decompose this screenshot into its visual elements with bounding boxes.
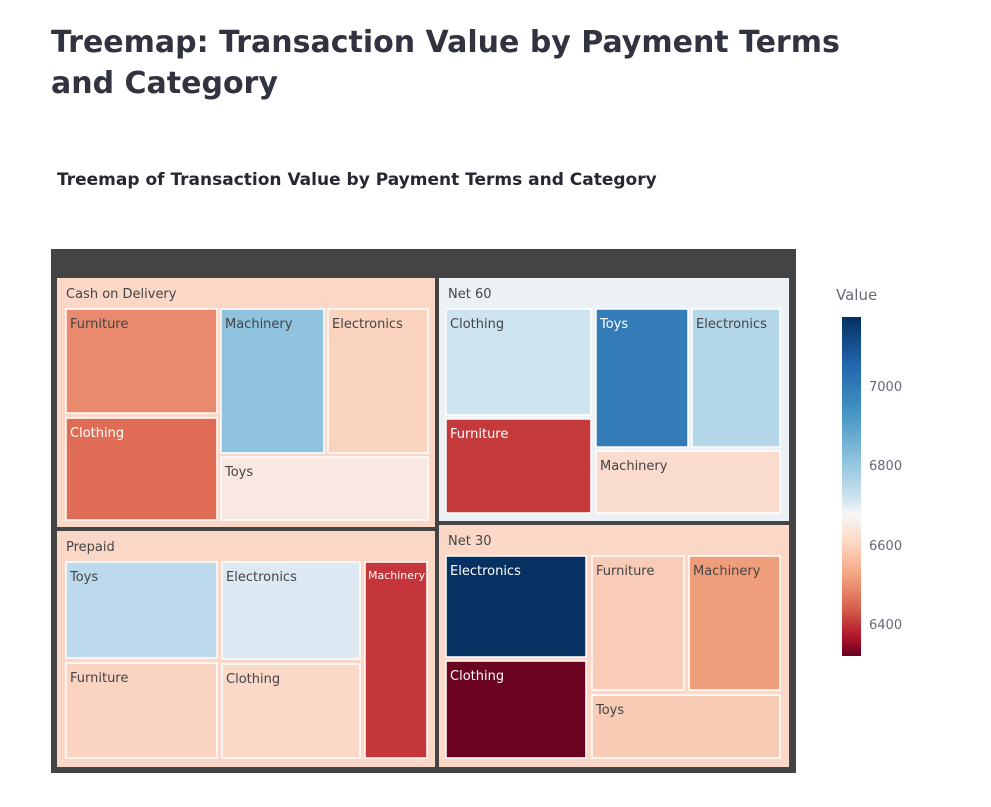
treemap-cell-label: Clothing (70, 426, 124, 441)
treemap-cell-label: Electronics (226, 570, 297, 585)
treemap-cell[interactable] (445, 555, 587, 658)
treemap-cell[interactable] (220, 456, 429, 521)
treemap-cell-label: Machinery (368, 569, 426, 582)
treemap-cell[interactable] (591, 555, 685, 691)
treemap-cell[interactable] (445, 660, 587, 759)
treemap-group-label: Net 60 (448, 287, 492, 302)
treemap-cell[interactable] (595, 450, 781, 514)
treemap-cell-label: Toys (599, 317, 628, 332)
treemap-cell-label: Furniture (70, 671, 128, 686)
treemap-cell[interactable] (65, 662, 218, 759)
treemap-cell-label: Furniture (450, 427, 508, 442)
treemap-cell-label: Furniture (596, 564, 654, 579)
treemap-group: Cash on Delivery Furniture Machinery Electr… (57, 278, 435, 527)
treemap-group-label: Prepaid (66, 540, 115, 555)
treemap-cell[interactable] (221, 663, 361, 759)
treemap-cell[interactable] (65, 308, 218, 414)
chart-title: Treemap of Transaction Value by Payment … (57, 170, 657, 190)
treemap-cell-label: Clothing (450, 669, 504, 684)
treemap-cell[interactable] (221, 561, 361, 660)
colorbar-tick: 6800 (869, 459, 903, 474)
treemap-cell[interactable] (591, 694, 781, 759)
treemap-cell-label: Electronics (696, 317, 767, 332)
treemap-cell-label: Clothing (450, 317, 504, 332)
treemap-group-label: Net 30 (448, 534, 492, 549)
treemap-cell[interactable] (65, 417, 218, 521)
colorbar (842, 317, 861, 656)
treemap-cell[interactable] (691, 308, 781, 448)
treemap-cell-label: Machinery (693, 564, 761, 579)
treemap-cell-label: Furniture (70, 317, 128, 332)
treemap-cell-label: Toys (69, 570, 98, 585)
treemap-cell[interactable] (445, 308, 592, 416)
treemap-cell[interactable] (445, 418, 592, 514)
colorbar-title: Value (836, 286, 878, 304)
colorbar-tick: 7000 (869, 380, 903, 395)
treemap-cell[interactable] (65, 561, 218, 659)
treemap-cell-label: Electronics (332, 317, 403, 332)
treemap-group-label: Cash on Delivery (66, 287, 177, 302)
treemap-cell-label: Toys (224, 465, 253, 480)
treemap-cell-label: Clothing (226, 672, 280, 687)
treemap-group: Net 30 Electronics Furniture Machinery Cloth… (439, 525, 789, 767)
treemap-group: Net 60 Clothing Toys Electronics Furniture Ma… (439, 278, 789, 521)
treemap-cell[interactable] (595, 308, 689, 448)
colorbar-tick: 6400 (869, 618, 903, 633)
page-title: Treemap: Transaction Value by Payment Te… (51, 25, 840, 101)
treemap-cell-label: Electronics (450, 564, 521, 579)
treemap-cell[interactable] (327, 308, 429, 454)
treemap-cell-label: Toys (595, 703, 624, 718)
treemap-cell[interactable] (688, 555, 781, 691)
treemap-cell-label: Machinery (600, 459, 668, 474)
treemap-cell-label: Machinery (225, 317, 293, 332)
colorbar-tick: 6600 (869, 539, 903, 554)
treemap-cell[interactable] (220, 308, 325, 454)
treemap-group: Prepaid Toys Electronics Machinery Furniture… (57, 531, 435, 767)
treemap-cell[interactable] (364, 561, 428, 759)
